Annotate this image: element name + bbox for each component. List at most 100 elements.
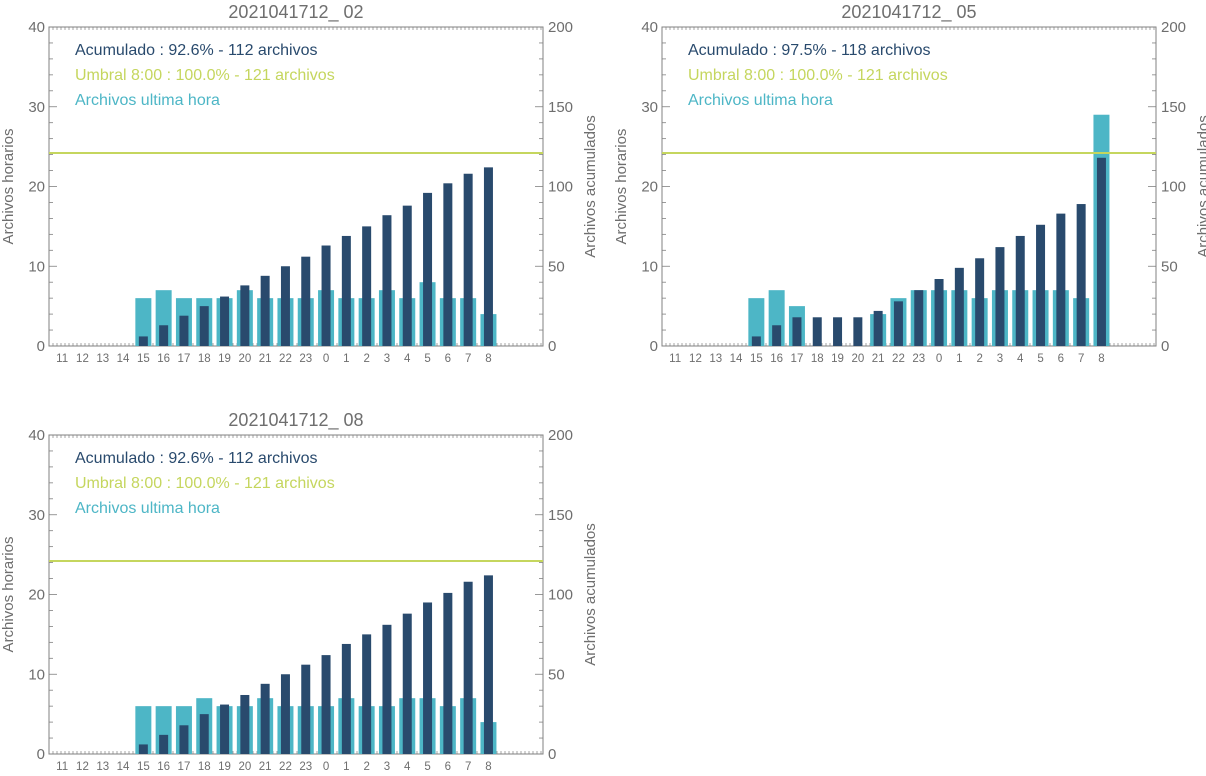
chart-title: 2021041712_ 02 [228, 2, 363, 23]
cumulative-bar [1036, 224, 1046, 346]
y-right-tick-label: 0 [548, 338, 556, 355]
cumulative-bar [954, 267, 964, 346]
x-tick-label: 5 [424, 353, 430, 365]
x-tick-label: 0 [323, 353, 329, 365]
cumulative-bar [280, 674, 290, 754]
cumulative-bar [301, 256, 311, 346]
x-tick-label: 4 [1017, 353, 1024, 365]
y-left-tick-label: 40 [28, 427, 45, 444]
cumulative-bar [1056, 213, 1066, 346]
cumulative-bar [833, 317, 843, 346]
x-tick-label: 3 [384, 761, 390, 771]
x-tick-label: 20 [238, 761, 251, 771]
x-tick-label: 7 [465, 353, 471, 365]
cumulative-bar [443, 183, 453, 346]
hourly-bar [135, 298, 152, 346]
cumulative-bar [159, 734, 169, 754]
cumulative-bar [382, 215, 392, 346]
x-tick-label: 8 [485, 353, 491, 365]
x-tick-label: 4 [404, 761, 411, 771]
y-left-axis-title: Archivos horarios [0, 537, 17, 653]
legend-entry-hourly: Archivos ultima hora [688, 92, 833, 109]
cumulative-bar [321, 245, 331, 346]
cumulative-bar [179, 725, 189, 754]
x-tick-label: 18 [198, 761, 211, 771]
x-tick-label: 12 [76, 761, 89, 771]
x-tick-label: 16 [770, 353, 783, 365]
x-tick-label: 19 [831, 353, 844, 365]
x-tick-label: 6 [1058, 353, 1064, 365]
cumulative-bar [260, 683, 270, 754]
x-tick-label: 7 [465, 761, 471, 771]
y-left-tick-label: 40 [641, 19, 658, 36]
cumulative-bar [199, 306, 209, 346]
x-tick-label: 5 [1037, 353, 1043, 365]
hourly-bar [748, 298, 765, 346]
x-tick-label: 4 [404, 353, 411, 365]
y-left-tick-label: 20 [28, 179, 45, 196]
x-tick-label: 8 [1098, 353, 1104, 365]
x-tick-label: 1 [343, 761, 349, 771]
x-tick-label: 6 [445, 761, 451, 771]
y-right-tick-label: 0 [1161, 338, 1169, 355]
cumulative-bar [402, 613, 412, 754]
x-tick-label: 22 [892, 353, 905, 365]
y-left-tick-label: 30 [28, 99, 45, 116]
cumulative-bar [483, 575, 493, 754]
x-tick-label: 8 [485, 761, 491, 771]
chart-title: 2021041712_ 05 [841, 2, 976, 23]
cumulative-bar [1076, 204, 1086, 346]
x-tick-label: 2 [363, 761, 369, 771]
chart-title: 2021041712_ 08 [228, 410, 363, 431]
cumulative-bar [463, 173, 473, 346]
x-tick-label: 22 [279, 353, 292, 365]
y-left-tick-label: 0 [650, 338, 658, 355]
x-tick-label: 12 [76, 353, 89, 365]
x-tick-label: 11 [669, 353, 681, 365]
cumulative-bar [220, 296, 230, 346]
x-tick-label: 20 [238, 353, 251, 365]
cumulative-bar [280, 266, 290, 346]
x-tick-label: 22 [279, 761, 292, 771]
x-tick-label: 23 [299, 761, 312, 771]
y-right-tick-label: 150 [548, 507, 573, 524]
y-right-axis-title: Archivos acumulados [582, 115, 599, 258]
cumulative-bar [792, 317, 802, 346]
y-left-tick-label: 20 [28, 587, 45, 604]
y-left-axis-title: Archivos horarios [613, 129, 630, 245]
x-tick-label: 16 [157, 761, 170, 771]
cumulative-bar [199, 714, 209, 754]
y-right-tick-label: 200 [1161, 19, 1186, 36]
y-right-axis-title: Archivos acumulados [582, 523, 599, 666]
x-tick-label: 17 [178, 761, 191, 771]
x-tick-label: 21 [259, 761, 272, 771]
y-left-axis-title: Archivos horarios [0, 129, 17, 245]
legend-entry-hourly: Archivos ultima hora [75, 500, 220, 517]
y-left-tick-label: 20 [641, 179, 658, 196]
x-tick-label: 13 [709, 353, 722, 365]
y-right-tick-label: 100 [548, 179, 573, 196]
x-tick-label: 23 [912, 353, 925, 365]
x-tick-label: 1 [956, 353, 962, 365]
cumulative-bar [402, 205, 412, 346]
y-right-tick-label: 150 [548, 99, 573, 116]
cumulative-bar [995, 247, 1005, 346]
cumulative-bar [341, 235, 351, 346]
cumulative-bar [362, 634, 372, 754]
y-left-tick-label: 10 [28, 666, 45, 683]
x-tick-label: 15 [750, 353, 763, 365]
legend-entry-hourly: Archivos ultima hora [75, 92, 220, 109]
y-right-tick-label: 50 [548, 666, 565, 683]
x-tick-label: 11 [56, 353, 68, 365]
cumulative-bar [483, 167, 493, 346]
y-right-axis-title: Archivos acumulados [1195, 115, 1206, 258]
y-left-tick-label: 0 [37, 746, 45, 763]
legend-entry-cumulative: Acumulado : 92.6% - 112 archivos [75, 450, 318, 467]
y-right-tick-label: 50 [1161, 258, 1178, 275]
x-tick-label: 2 [976, 353, 982, 365]
